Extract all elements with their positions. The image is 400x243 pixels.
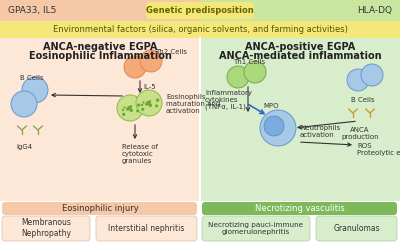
Text: ANCA-positive EGPA: ANCA-positive EGPA: [245, 42, 355, 52]
Circle shape: [244, 61, 266, 83]
Text: Eosinophilic Inflammation: Eosinophilic Inflammation: [28, 51, 172, 61]
Circle shape: [142, 101, 144, 104]
Text: Environmental factors (silica, organic solvents, and farming activities): Environmental factors (silica, organic s…: [52, 25, 348, 34]
Circle shape: [122, 109, 124, 111]
Text: B Cells: B Cells: [20, 75, 44, 81]
Text: ANCA
production: ANCA production: [341, 127, 379, 140]
Text: Membranous
Nephropathy: Membranous Nephropathy: [21, 218, 71, 238]
FancyBboxPatch shape: [200, 0, 400, 21]
Text: ROS
Proteolytic enzymes: ROS Proteolytic enzymes: [357, 143, 400, 156]
Circle shape: [128, 107, 131, 110]
FancyBboxPatch shape: [202, 202, 397, 215]
Circle shape: [11, 91, 37, 117]
FancyBboxPatch shape: [202, 216, 310, 241]
Text: Inflammatory
cytokines
(TNFα, IL-1): Inflammatory cytokines (TNFα, IL-1): [205, 90, 252, 110]
Circle shape: [149, 104, 152, 107]
Circle shape: [156, 98, 159, 102]
Text: Eosinophilic injury: Eosinophilic injury: [62, 204, 138, 213]
Text: Interstitial nephritis: Interstitial nephritis: [108, 224, 184, 233]
Text: Neutrophils
activation: Neutrophils activation: [300, 124, 340, 138]
Text: B Cells: B Cells: [351, 97, 375, 103]
Circle shape: [149, 100, 151, 103]
Circle shape: [147, 101, 151, 104]
Circle shape: [126, 108, 129, 111]
Circle shape: [227, 66, 249, 88]
Text: IgG4: IgG4: [16, 144, 32, 150]
Circle shape: [117, 95, 143, 121]
Circle shape: [146, 102, 149, 105]
FancyBboxPatch shape: [0, 21, 400, 38]
Circle shape: [130, 109, 133, 112]
Circle shape: [145, 103, 148, 106]
Text: IL-5: IL-5: [143, 84, 156, 90]
Text: HLA-DQ: HLA-DQ: [357, 6, 392, 15]
Text: ANCA-negative EGPA: ANCA-negative EGPA: [43, 42, 157, 52]
Circle shape: [147, 101, 149, 103]
Circle shape: [141, 104, 143, 106]
Circle shape: [128, 107, 130, 110]
FancyBboxPatch shape: [2, 216, 90, 241]
Circle shape: [124, 106, 126, 109]
Text: Eosinophils
maturation and
activation: Eosinophils maturation and activation: [166, 94, 220, 114]
Text: Necrotizing pauci-immune
glomerulonephritis: Necrotizing pauci-immune glomerulonephri…: [208, 222, 304, 234]
FancyBboxPatch shape: [146, 2, 254, 19]
FancyBboxPatch shape: [200, 38, 400, 201]
Circle shape: [141, 108, 144, 111]
FancyBboxPatch shape: [316, 216, 397, 241]
Text: Granulomas: Granulomas: [334, 224, 380, 233]
Circle shape: [140, 50, 162, 72]
Circle shape: [347, 69, 369, 91]
Circle shape: [264, 116, 284, 136]
Circle shape: [128, 106, 130, 108]
Text: Th2 Cells: Th2 Cells: [155, 49, 187, 55]
FancyBboxPatch shape: [2, 202, 197, 215]
Text: ANCA-mediated inflammation: ANCA-mediated inflammation: [219, 51, 381, 61]
FancyBboxPatch shape: [0, 38, 200, 201]
Circle shape: [130, 109, 133, 112]
Text: Release of
cytotoxic
granules: Release of cytotoxic granules: [122, 144, 158, 164]
FancyBboxPatch shape: [96, 216, 197, 241]
Text: Th1 Cells: Th1 Cells: [233, 59, 265, 65]
Circle shape: [22, 77, 48, 103]
Circle shape: [128, 106, 130, 108]
Circle shape: [136, 90, 162, 116]
Circle shape: [147, 101, 149, 103]
Circle shape: [128, 106, 132, 110]
Circle shape: [130, 105, 132, 107]
Circle shape: [136, 109, 139, 113]
Circle shape: [137, 104, 140, 107]
Circle shape: [155, 104, 158, 107]
Text: GPA33, IL5: GPA33, IL5: [8, 6, 56, 15]
Text: Genetic predisposition: Genetic predisposition: [146, 6, 254, 15]
Circle shape: [260, 110, 296, 146]
Circle shape: [122, 113, 125, 116]
Circle shape: [150, 104, 152, 106]
Text: MPO: MPO: [263, 103, 278, 109]
Circle shape: [147, 102, 150, 105]
FancyBboxPatch shape: [0, 0, 200, 21]
Text: Necrotizing vasculitis: Necrotizing vasculitis: [255, 204, 345, 213]
Circle shape: [361, 64, 383, 86]
Circle shape: [124, 56, 146, 78]
